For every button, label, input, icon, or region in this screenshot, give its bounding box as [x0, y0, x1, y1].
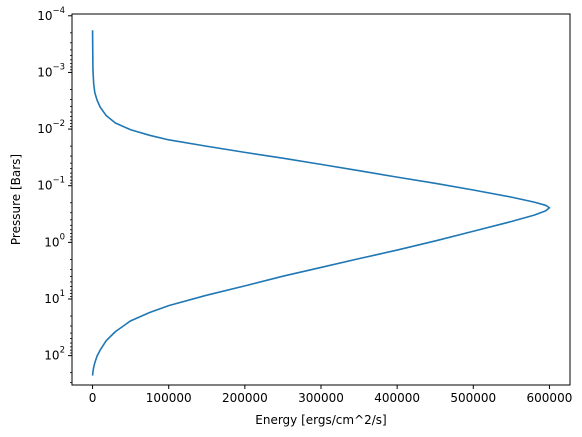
- x-axis-label: Energy [ergs/cm^2/s]: [255, 413, 386, 427]
- y-tick-label: 10−3: [37, 62, 65, 79]
- x-tick-label: 500000: [450, 391, 496, 405]
- series-line: [91, 30, 551, 376]
- y-axis-label: Pressure [Bars]: [9, 154, 23, 245]
- x-axis-ticks: 0 100000 200000 300000 400000 500000 600000: [89, 385, 573, 405]
- y-tick-label: 10−4: [37, 6, 65, 23]
- y-tick-label: 10−1: [37, 176, 65, 193]
- x-tick-label: 0: [89, 391, 97, 405]
- y-tick-label: 102: [44, 346, 65, 363]
- data-layer: [91, 30, 551, 376]
- plot-background: [72, 14, 570, 385]
- y-tick-label: 101: [44, 289, 65, 306]
- y-tick-label: 10−2: [37, 119, 65, 136]
- x-tick-label: 300000: [298, 391, 344, 405]
- x-tick-label: 200000: [222, 391, 268, 405]
- y-axis-ticks: 10−4 10−3 10−2 10−1 100 101 102: [37, 6, 72, 384]
- x-tick-label: 600000: [527, 391, 573, 405]
- plot-frame: [71, 13, 571, 386]
- y-tick-label: 100: [44, 232, 65, 249]
- x-tick-label: 100000: [146, 391, 192, 405]
- x-tick-label: 400000: [374, 391, 420, 405]
